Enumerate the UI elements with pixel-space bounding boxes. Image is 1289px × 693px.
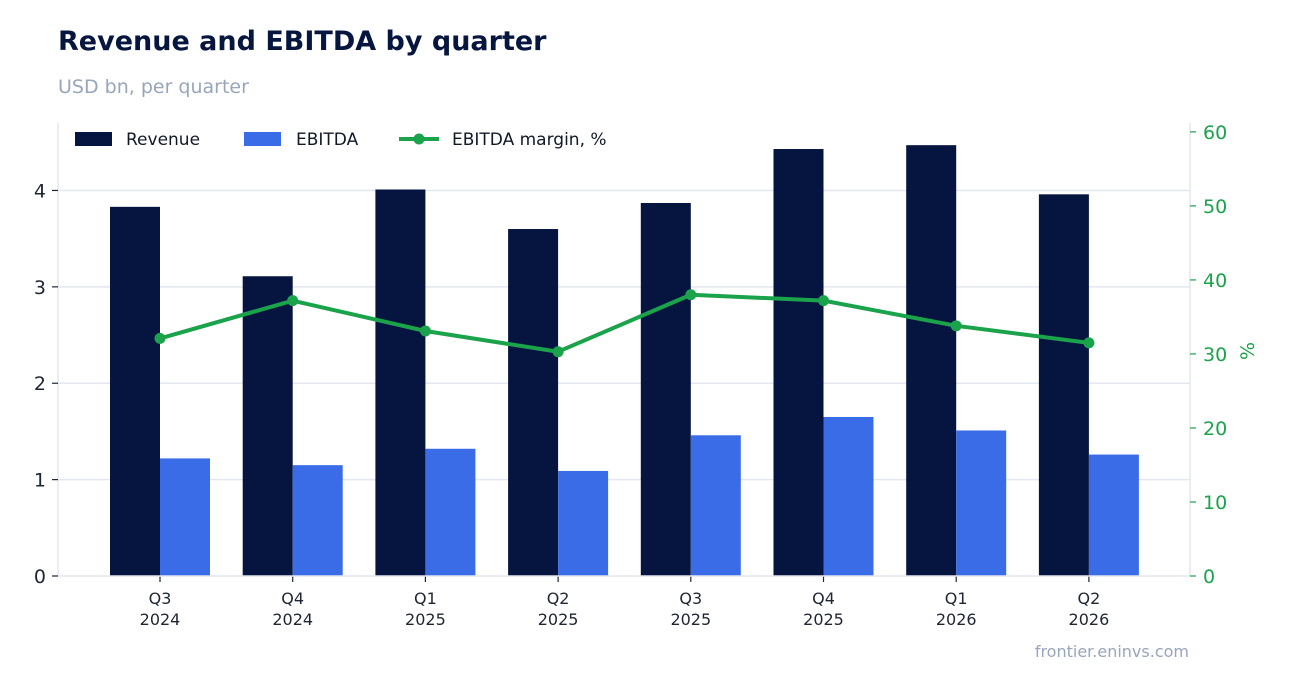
bar-revenue [508, 229, 559, 576]
x-tick-label-year: 2025 [670, 610, 711, 629]
y-tick-label-right: 60 [1203, 122, 1227, 144]
bar-ebitda [1088, 454, 1139, 576]
x-tick-label-quarter: Q4 [812, 589, 835, 608]
x-tick-label-quarter: Q3 [149, 589, 172, 608]
line-ebitda-margin [159, 292, 1090, 354]
point-ebitda-margin [419, 325, 431, 337]
point-ebitda-margin [552, 346, 564, 358]
x-tick-label-year: 2026 [1069, 610, 1110, 629]
bar-ebitda [558, 470, 609, 576]
x-tick-label-year: 2025 [538, 610, 579, 629]
bar-ebitda [823, 416, 874, 576]
x-tick-label-quarter: Q3 [679, 589, 702, 608]
legend-label-margin: EBITDA margin, % [452, 130, 607, 150]
point-ebitda-margin [1083, 337, 1095, 349]
bar-revenue [773, 149, 824, 576]
y-tick-label-right: 20 [1203, 418, 1227, 440]
y-tick-label-left: 4 [34, 180, 46, 202]
bar-revenue [110, 206, 160, 576]
x-tick-label-year: 2025 [803, 610, 844, 629]
bar-ebitda [292, 465, 343, 576]
y-tick-label-right: 10 [1203, 492, 1227, 514]
y-tick-label-right: 30 [1203, 344, 1227, 366]
x-tick-label-quarter: Q1 [414, 589, 437, 608]
bar-ebitda [956, 430, 1007, 576]
legend-label-revenue: Revenue [126, 130, 200, 150]
bar-ebitda [160, 458, 210, 576]
chart-subtitle: USD bn, per quarter [58, 76, 249, 98]
x-tick-label-year: 2024 [272, 610, 313, 629]
bar-revenue [375, 189, 426, 576]
point-ebitda-margin [287, 295, 299, 307]
x-tick-label-year: 2024 [140, 610, 181, 629]
point-ebitda-margin [685, 289, 697, 301]
point-ebitda-margin [818, 295, 829, 307]
x-tick-label-quarter: Q2 [1078, 589, 1101, 608]
y-tick-label-left: 3 [34, 277, 46, 299]
legend-swatch-ebitda [244, 132, 281, 146]
x-tick-label-year: 2026 [936, 610, 977, 629]
x-tick-label-quarter: Q4 [281, 589, 304, 608]
x-tick-label-year: 2025 [405, 610, 446, 629]
point-ebitda-margin [950, 320, 962, 332]
y-tick-label-left: 0 [34, 566, 46, 588]
x-tick-label-quarter: Q2 [547, 589, 570, 608]
legend-swatch-revenue [75, 132, 112, 146]
bar-ebitda [425, 448, 476, 576]
legend-marker-margin [413, 133, 425, 145]
y-tick-label-right: 50 [1203, 196, 1227, 218]
bar-revenue [1038, 194, 1089, 576]
bar-revenue [242, 276, 293, 576]
bar-revenue [906, 145, 957, 576]
legend-label-ebitda: EBITDA [296, 130, 359, 150]
y-tick-label-left: 1 [34, 470, 46, 492]
bar-revenue [640, 202, 691, 577]
x-tick-label-quarter: Q1 [945, 589, 968, 608]
bar-ebitda [690, 435, 741, 576]
y-axis-label-right: % [1237, 342, 1259, 360]
y-tick-label-right: 0 [1203, 566, 1215, 588]
chart-title: Revenue and EBITDA by quarter [58, 26, 547, 57]
point-ebitda-margin [154, 332, 166, 344]
source-credit: frontier.eninvs.com [1034, 642, 1189, 661]
y-tick-label-left: 2 [34, 373, 46, 395]
y-tick-label-right: 40 [1203, 270, 1227, 292]
